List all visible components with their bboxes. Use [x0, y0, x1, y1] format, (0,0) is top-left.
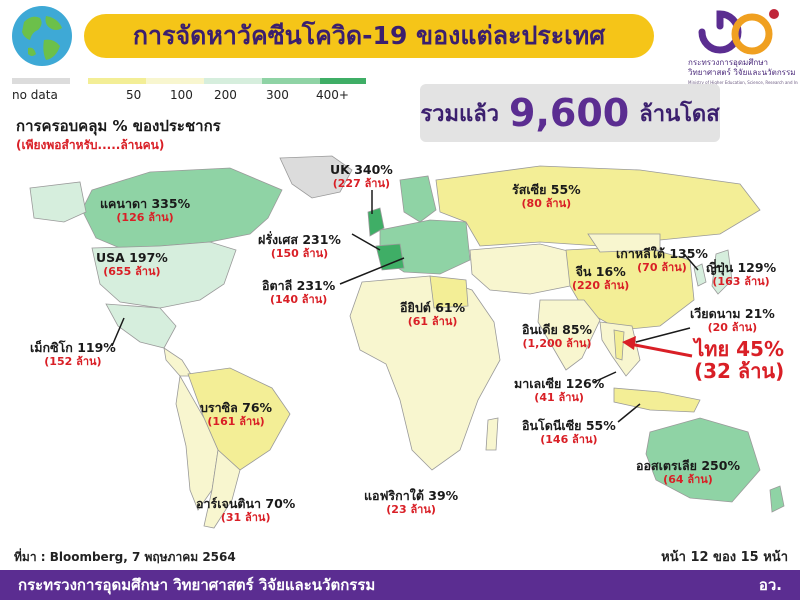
- legend-label-50: 50: [126, 88, 142, 102]
- ministry-emblem-icon: [698, 9, 779, 55]
- thailand-name: ไทย 45%: [694, 337, 785, 361]
- color-legend: no data 50 100 200 300 400+: [12, 78, 372, 106]
- leader-line-vietnam: [635, 327, 691, 343]
- label-mexico: เม็กซิโก 119% (152 ล้าน): [30, 340, 116, 368]
- label-malaysia: มาเลเซีย 126% (41 ล้าน): [514, 376, 605, 404]
- canada-region: [81, 167, 283, 249]
- india-region: [537, 299, 601, 371]
- label-australia: ออสเตรเลีย 250% (64 ล้าน): [636, 458, 740, 486]
- total-value: 9,600: [509, 91, 630, 135]
- label-china: จีน 16% (220 ล้าน): [572, 264, 630, 292]
- leader-line-korea: [683, 253, 699, 271]
- indonesia-region: [613, 387, 701, 413]
- coverage-subtitle: (เพียงพอสำหรับ.....ล้านคน): [16, 138, 165, 152]
- label-france: ฝรั่งเศส 231% (150 ล้าน): [258, 232, 341, 260]
- label-vietnam: เวียดนาม 21% (20 ล้าน): [690, 306, 775, 334]
- source-note: ที่มา : Bloomberg, 7 พฤษภาคม 2564: [14, 550, 236, 564]
- footer-ministry: กระทรวงการอุดมศึกษา วิทยาศาสตร์ วิจัยและ…: [18, 576, 376, 594]
- label-korea: เกาหลีใต้ 135% (70 ล้าน): [616, 246, 708, 274]
- label-canada: แคนาดา 335% (126 ล้าน): [100, 196, 191, 224]
- legend-swatch-200: [204, 78, 262, 84]
- argentina-region: [203, 449, 241, 529]
- egypt-region: [429, 275, 469, 309]
- legend-label-200: 200: [214, 88, 237, 102]
- leader-line-italy: [339, 257, 405, 285]
- leader-line-japan: [711, 265, 723, 269]
- page-title: การจัดหาวัคซีนโควิด-19 ของแต่ละประเทศ: [84, 14, 654, 58]
- world-map-graphic: [29, 155, 785, 529]
- total-label: รวมแล้ว: [420, 101, 500, 127]
- label-japan: ญี่ปุ่น 129% (163 ล้าน): [706, 260, 777, 288]
- africa-region: [349, 275, 501, 471]
- uk-region: [367, 207, 385, 237]
- label-russia: รัสเซีย 55% (80 ล้าน): [512, 182, 581, 210]
- legend-swatch-400: [320, 78, 366, 84]
- mexico-region: [105, 303, 177, 349]
- legend-label-100: 100: [170, 88, 193, 102]
- legend-swatch-50: [88, 78, 146, 84]
- leader-line-indonesia: [617, 403, 641, 423]
- label-indonesia: อินโดนีเซีย 55% (146 ล้าน): [522, 418, 616, 446]
- greenland-region: [279, 155, 353, 199]
- label-usa: USA 197% (655 ล้าน): [96, 250, 168, 278]
- china-region: [565, 245, 695, 331]
- legend-label-300: 300: [266, 88, 289, 102]
- thailand-pop: (32 ล้าน): [694, 359, 785, 383]
- ministry-name-th-line2: วิทยาศาสตร์ วิจัยและนวัตกรรม: [688, 68, 796, 77]
- footer-abbr: อว.: [758, 576, 782, 594]
- south-america-west-region: [175, 374, 219, 511]
- label-uk: UK 340% (227 ล้าน): [330, 162, 393, 190]
- ministry-name-en: Ministry of Higher Education, Science, R…: [688, 80, 798, 85]
- legend-swatch-100: [146, 78, 204, 84]
- label-india: อินเดีย 85% (1,200 ล้าน): [522, 322, 593, 350]
- scandinavia-region: [399, 175, 437, 223]
- globe-icon: [10, 4, 74, 68]
- ministry-logo: กระทรวงการอุดมศึกษา วิทยาศาสตร์ วิจัยและ…: [688, 6, 798, 90]
- new-zealand-region: [769, 485, 785, 513]
- leader-line-malaysia: [593, 371, 617, 383]
- legend-swatch-300: [262, 78, 320, 84]
- legend-label-no-data: no data: [12, 88, 58, 102]
- coverage-title: การครอบคลุม % ของประชากร: [16, 117, 221, 135]
- total-unit: ล้านโดส: [639, 101, 720, 127]
- japan-region: [711, 249, 733, 295]
- central-america-region: [163, 347, 193, 377]
- leader-line-france: [351, 233, 381, 251]
- france-region: [375, 243, 405, 271]
- alaska-region: [29, 181, 87, 223]
- central-asia-region: [469, 243, 581, 295]
- footer-bar: กระทรวงการอุดมศึกษา วิทยาศาสตร์ วิจัยและ…: [0, 570, 800, 600]
- usa-region: [91, 241, 237, 309]
- legend-label-400: 400+: [316, 88, 349, 102]
- legend-swatch-no-data: [12, 78, 70, 84]
- australia-region: [645, 417, 761, 503]
- label-italy: อิตาลี 231% (140 ล้าน): [262, 278, 336, 306]
- ministry-name-th-line1: กระทรวงการอุดมศึกษา: [688, 58, 768, 67]
- label-south-africa: แอฟริกาใต้ 39% (23 ล้าน): [364, 488, 459, 516]
- label-egypt: อียิปต์ 61% (61 ล้าน): [400, 300, 466, 328]
- leader-line-mexico: [111, 317, 125, 347]
- mongolia-region: [587, 233, 661, 253]
- world-map: UK 340% (227 ล้าน) รัสเซีย 55% (80 ล้าน) แ…: [0, 150, 800, 540]
- label-brazil: บราซิล 76% (161 ล้าน): [200, 400, 273, 428]
- label-thailand: ไทย 45% (32 ล้าน): [694, 338, 784, 382]
- thailand-region: [613, 329, 625, 361]
- page-number: หน้า 12 ของ 15 หน้า: [661, 550, 788, 565]
- total-doses-box: รวมแล้ว 9,600 ล้านโดส: [420, 84, 720, 142]
- madagascar-region: [485, 417, 499, 451]
- label-argentina: อาร์เจนตินา 70% (31 ล้าน): [196, 496, 296, 524]
- thailand-arrow: [622, 336, 693, 358]
